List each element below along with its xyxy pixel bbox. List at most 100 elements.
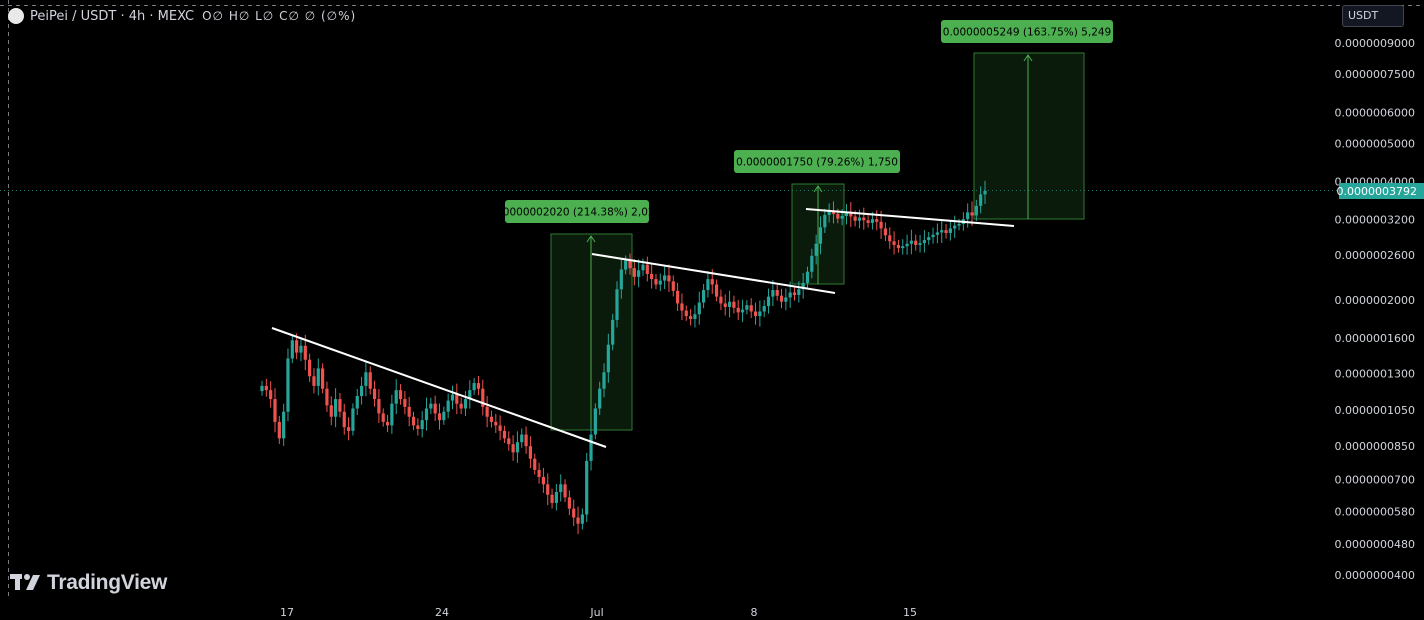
candle: [983, 180, 987, 204]
candle: [563, 479, 567, 503]
measure-arrow-head: [1023, 54, 1033, 62]
x-tick-label: Jul: [589, 606, 603, 619]
candle-body: [468, 390, 472, 400]
candle: [779, 288, 784, 309]
y-tick-label: 0.0000009000: [1335, 37, 1415, 50]
candle: [550, 488, 554, 509]
candle-body: [290, 340, 294, 359]
candle-body: [355, 396, 359, 409]
candle: [866, 215, 870, 228]
candle-body: [775, 290, 779, 296]
candle-body: [338, 399, 342, 412]
candle-body: [771, 290, 775, 297]
candle-body: [433, 403, 437, 414]
price-axis: 0.0000009000 0.0000007500 0.0000006000 0.00…: [1335, 37, 1415, 582]
y-tick-label: 0.0000001300: [1335, 368, 1415, 381]
candle-body: [658, 280, 662, 285]
candle-body: [269, 390, 273, 400]
candle: [533, 453, 537, 475]
candle-body: [637, 270, 641, 277]
candle: [823, 208, 827, 233]
candle: [277, 415, 281, 444]
candle: [909, 229, 914, 255]
candle-body: [814, 243, 818, 256]
candle-body: [840, 215, 844, 219]
candle: [814, 234, 818, 265]
candle-body: [680, 303, 684, 311]
candle: [351, 403, 355, 436]
chart-header: PeiPei / USDT · 4h · MEXC O∅ H∅ L∅ C∅ ∅ …: [8, 7, 356, 25]
candle: [264, 378, 268, 397]
candle: [520, 428, 524, 448]
candle: [260, 380, 264, 396]
candle: [619, 259, 623, 299]
candle-body: [805, 271, 810, 283]
candle: [827, 203, 831, 223]
candle-body: [368, 372, 372, 389]
candle: [818, 216, 823, 255]
currency-button[interactable]: USDT: [1342, 5, 1404, 27]
candle: [862, 207, 866, 230]
candle-body: [689, 316, 693, 319]
candle: [805, 266, 810, 288]
candle: [875, 210, 879, 231]
candle-body: [308, 359, 312, 377]
candle-body: [888, 235, 892, 242]
trendline: [591, 253, 836, 294]
candle-body: [740, 309, 745, 313]
candle: [472, 378, 476, 395]
candle: [346, 417, 351, 441]
candle-body: [321, 368, 325, 389]
candle-body: [727, 301, 732, 307]
candle-body: [836, 213, 840, 219]
candle-body: [966, 212, 970, 220]
y-tick-label: 0.0000000700: [1335, 473, 1415, 486]
candle: [286, 348, 290, 422]
candle-body: [515, 442, 520, 453]
candle-body: [875, 219, 879, 222]
candle-body: [714, 284, 719, 297]
candle-body: [359, 385, 364, 397]
candle: [468, 380, 472, 409]
candle-body: [788, 292, 792, 298]
candle-body: [541, 476, 546, 485]
candle-body: [784, 297, 788, 302]
candle-body: [563, 484, 567, 498]
candle-body: [264, 385, 268, 391]
candle: [407, 396, 411, 427]
candle-body: [295, 340, 299, 353]
candle-body: [862, 217, 866, 221]
candle: [736, 299, 740, 320]
candle-body: [671, 281, 675, 291]
candle: [329, 396, 333, 426]
candle-body: [580, 514, 584, 524]
candle: [377, 389, 381, 423]
symbol-title[interactable]: PeiPei / USDT · 4h · MEXC: [30, 8, 195, 24]
candle-body: [593, 408, 597, 435]
candle-body: [641, 264, 645, 271]
candle: [966, 203, 970, 228]
measure-boxes: [550, 52, 1085, 431]
candle: [689, 309, 693, 326]
trendline: [271, 327, 607, 448]
candle-body: [827, 211, 831, 215]
candle: [269, 381, 273, 408]
measure-labels: 0.0000002020 (214.38%) 2,020 0.0000001750…: [493, 20, 1113, 223]
candle-body: [533, 458, 537, 470]
candle-body: [979, 194, 983, 206]
measure-label-box: [505, 200, 649, 223]
candle-body: [537, 469, 541, 477]
candle-body: [974, 205, 978, 216]
measure-label-box: [734, 150, 900, 173]
candle-body: [559, 484, 563, 493]
candle: [498, 415, 502, 441]
candle-body: [450, 394, 455, 401]
y-tick-label: 0.0000006000: [1335, 106, 1415, 119]
candle-body: [429, 403, 433, 409]
candle: [437, 403, 442, 430]
candle-body: [922, 240, 926, 244]
candle: [719, 289, 723, 311]
measure-label-text: 0.0000002020 (214.38%) 2,020: [493, 207, 661, 219]
candle-body: [502, 430, 507, 439]
